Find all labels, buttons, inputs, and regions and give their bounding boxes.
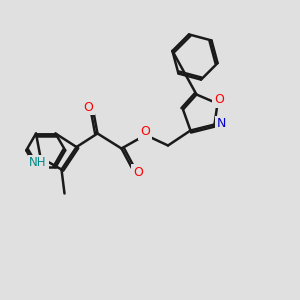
Text: NH: NH (29, 156, 47, 170)
Text: O: O (133, 166, 143, 179)
Text: N: N (216, 117, 226, 130)
Text: O: O (140, 125, 150, 138)
Text: O: O (214, 93, 224, 106)
Text: O: O (84, 100, 93, 114)
